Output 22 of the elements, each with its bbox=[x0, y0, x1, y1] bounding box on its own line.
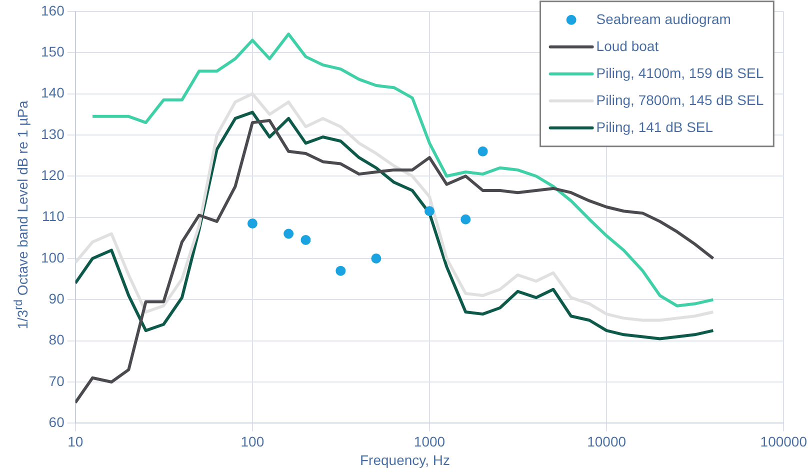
legend-label: Piling, 4100m, 159 dB SEL bbox=[596, 64, 764, 81]
y-tick-label: 130 bbox=[41, 126, 65, 142]
legend-label: Piling, 7800m, 145 dB SEL bbox=[596, 92, 764, 108]
y-tick-label: 120 bbox=[41, 166, 65, 183]
y-tick-label: 160 bbox=[41, 2, 65, 18]
y-tick-label: 70 bbox=[48, 372, 65, 389]
legend-label: Loud boat bbox=[596, 38, 659, 54]
y-tick-label: 140 bbox=[41, 84, 65, 101]
legend-label: Piling, 141 dB SEL bbox=[596, 118, 714, 135]
y-tick-label: 60 bbox=[48, 414, 65, 430]
x-tick-label: 100 bbox=[240, 433, 264, 450]
x-tick-label: 1000 bbox=[414, 433, 446, 450]
x-axis-title: Frequency, Hz bbox=[359, 452, 451, 468]
legend-label: Seabream audiogram bbox=[596, 10, 731, 27]
y-tick-label: 110 bbox=[42, 208, 65, 224]
y-tick-label: 100 bbox=[41, 249, 65, 266]
x-tick-label: 100000 bbox=[760, 433, 808, 450]
y-tick-label: 150 bbox=[41, 43, 65, 60]
y-tick-label: 90 bbox=[48, 290, 65, 307]
x-tick-label: 10 bbox=[68, 433, 84, 450]
x-tick-label: 10000 bbox=[587, 433, 626, 450]
y-tick-label: 80 bbox=[48, 332, 65, 348]
